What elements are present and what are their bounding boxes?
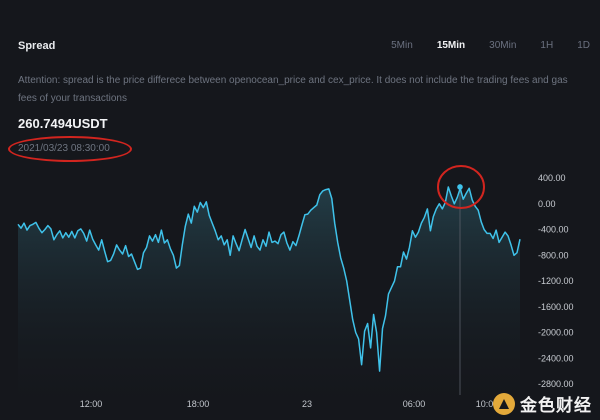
y-tick-label: -2800.00 bbox=[538, 379, 574, 389]
tab-5min[interactable]: 5Min bbox=[391, 40, 413, 51]
y-axis: 400.00 0.00 -400.00 -800.00 -1200.00 -1600.00… bbox=[538, 173, 574, 389]
spread-price: 260.7494USDT bbox=[18, 116, 108, 131]
y-tick-label: -1200.00 bbox=[538, 276, 574, 286]
watermark-text: 金色财经 bbox=[520, 396, 592, 415]
spread-area-fill bbox=[18, 187, 520, 415]
y-tick-label: -400.00 bbox=[538, 225, 569, 235]
watermark: 金色财经 bbox=[493, 391, 592, 416]
jinse-logo-icon bbox=[493, 392, 515, 415]
tab-1h[interactable]: 1H bbox=[540, 40, 554, 51]
chart-header: Spread 5Min 15Min 30Min 1H 1D bbox=[18, 40, 590, 58]
timeframe-tabs: 5Min 15Min 30Min 1H 1D bbox=[367, 40, 590, 51]
y-tick-label: 0.00 bbox=[538, 199, 556, 209]
highlight-annotation-circle bbox=[437, 165, 485, 209]
y-tick-label: -2000.00 bbox=[538, 328, 574, 338]
spread-chart[interactable]: 400.00 0.00 -400.00 -800.00 -1200.00 -1600.00… bbox=[0, 160, 600, 420]
y-tick-label: -1600.00 bbox=[538, 302, 574, 312]
tab-30min[interactable]: 30Min bbox=[489, 40, 517, 51]
page-title: Spread bbox=[18, 40, 56, 52]
y-tick-label: 400.00 bbox=[538, 173, 566, 183]
spread-series-line bbox=[17, 186, 521, 372]
highlight-point[interactable] bbox=[457, 184, 463, 190]
y-tick-label: -800.00 bbox=[538, 250, 569, 260]
y-tick-label: -2400.00 bbox=[538, 353, 574, 363]
timestamp-annotation-circle bbox=[8, 136, 132, 162]
attention-notice: Attention: spread is the price differece… bbox=[18, 75, 568, 104]
tab-15min[interactable]: 15Min bbox=[436, 40, 466, 51]
tab-1d[interactable]: 1D bbox=[577, 40, 590, 51]
